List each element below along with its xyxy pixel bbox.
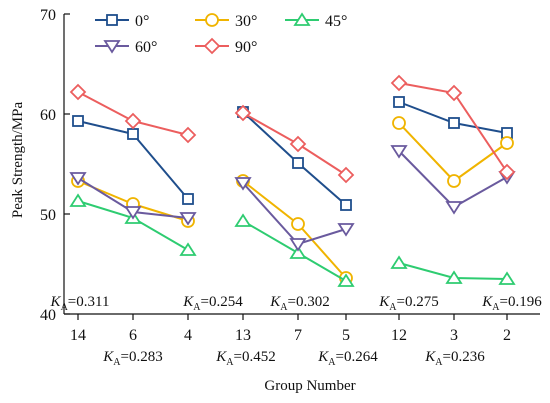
ka-label: KA=0.264 [317, 349, 378, 368]
data-point [447, 174, 461, 188]
x-tick-label: 6 [129, 327, 137, 344]
x-tick-label: 2 [503, 327, 511, 344]
data-point [182, 193, 194, 205]
data-point [289, 238, 307, 252]
ka-label: KA=0.254 [182, 294, 243, 313]
data-point [292, 157, 304, 169]
data-point [72, 115, 84, 127]
ka-label: KA=0.311 [50, 294, 110, 313]
legend-label: 60° [135, 39, 157, 56]
x-ticks: 14 6 4 13 7 5 12 3 2 [70, 314, 511, 344]
data-point [337, 273, 355, 287]
y-axis-label: Peak Strength/MPa [10, 102, 26, 219]
legend-label: 0° [135, 13, 149, 30]
data-point [124, 206, 142, 220]
legend-item: 0° [95, 13, 149, 30]
data-point [124, 112, 142, 130]
data-point [179, 212, 197, 226]
y-tick-label: 60 [40, 107, 56, 124]
data-point [390, 145, 408, 159]
legend-marker [293, 12, 311, 26]
data-point [69, 193, 87, 207]
data-point [337, 223, 355, 237]
legend-item: 90° [195, 37, 257, 56]
data-point [390, 255, 408, 269]
series-line [398, 122, 508, 183]
data-point [445, 201, 463, 215]
y-tick-label: 70 [40, 7, 56, 24]
series-group [72, 96, 513, 211]
y-ticks: 40 50 60 70 [40, 7, 70, 324]
legend-label: 90° [235, 39, 257, 56]
x-tick-label: 14 [70, 327, 86, 344]
series-group [69, 74, 516, 184]
data-point [234, 104, 252, 122]
data-point [340, 199, 352, 211]
data-point [448, 117, 460, 129]
legend-marker [103, 40, 121, 54]
data-point [289, 245, 307, 259]
legend-item: 45° [285, 12, 347, 30]
x-tick-label: 12 [391, 327, 407, 344]
data-point [498, 271, 516, 285]
plot-area [63, 14, 540, 315]
data-point [234, 213, 252, 227]
data-point [393, 96, 405, 108]
ka-label: KA=0.452 [215, 349, 275, 368]
data-point [179, 126, 197, 144]
x-tick-label: 4 [184, 327, 192, 344]
data-point [445, 84, 463, 102]
ka-label: KA=0.283 [102, 349, 162, 368]
legend-item: 30° [195, 13, 257, 30]
x-tick-label: 5 [342, 327, 350, 344]
legend-label: 30° [235, 13, 257, 30]
legend-marker [106, 14, 118, 26]
legend-marker [203, 37, 221, 55]
data-point [498, 163, 516, 181]
ka-labels: KA=0.311 KA=0.254 KA=0.302 KA=0.275 KA=0.196… [50, 294, 543, 368]
legend-item: 60° [95, 39, 157, 56]
x-tick-label: 13 [235, 327, 251, 344]
legend-label: 45° [325, 13, 347, 30]
data-point [390, 74, 408, 92]
legend: 0° 30° 45° 60° 90° [95, 12, 347, 56]
data-point [127, 128, 139, 140]
data-point [289, 135, 307, 153]
ka-label: KA=0.196 [481, 294, 542, 313]
x-tick-label: 7 [294, 327, 302, 344]
ka-label: KA=0.275 [378, 294, 438, 313]
legend-marker [205, 13, 219, 27]
x-axis-label: Group Number [264, 378, 355, 394]
data-point [337, 166, 355, 184]
data-point [234, 177, 252, 191]
series-layer [69, 74, 516, 287]
data-point [291, 217, 305, 231]
y-tick-label: 40 [40, 307, 56, 324]
data-point [392, 116, 406, 130]
data-point [179, 242, 197, 256]
y-tick-label: 50 [40, 207, 56, 224]
data-point [500, 136, 514, 150]
ka-label: KA=0.236 [424, 349, 485, 368]
ka-label: KA=0.302 [269, 294, 329, 313]
data-point [445, 270, 463, 284]
data-point [69, 172, 87, 186]
data-point [69, 83, 87, 101]
x-tick-label: 3 [450, 327, 458, 344]
